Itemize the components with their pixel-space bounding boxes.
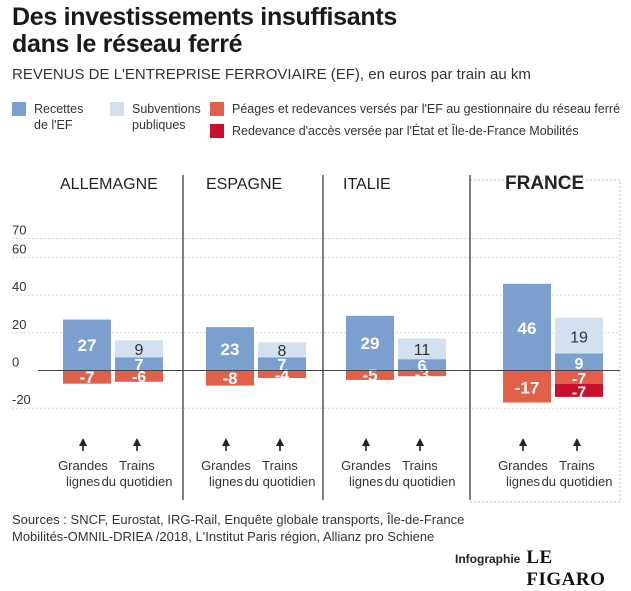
y-tick-label: 40 bbox=[12, 279, 26, 294]
bar-italie-1-recettes-de-l-ef bbox=[398, 359, 446, 371]
category-label: Trains bbox=[119, 458, 155, 473]
bar-allemagne-1-peages-et-redevanc bbox=[115, 370, 163, 382]
bar-italie-0-recettes-de-l-ef bbox=[346, 315, 394, 371]
arrow-icon bbox=[519, 438, 527, 446]
legend-label-subventions: Subventions publiques bbox=[132, 102, 201, 132]
category-label: Grandes bbox=[58, 458, 108, 473]
y-tick-label: 20 bbox=[12, 317, 26, 332]
sources: Sources : SNCF, Eurostat, IRG-Rail, Enqu… bbox=[12, 511, 532, 545]
legend-item-peages: Péages et redevances versés par l'EF au … bbox=[210, 101, 620, 117]
data-label: -4 bbox=[275, 367, 289, 384]
legend-swatch-redevance bbox=[210, 124, 224, 138]
bar-italie-1-peages-et-redevanc bbox=[398, 370, 446, 377]
category-label: Grandes bbox=[341, 458, 391, 473]
bar-france-0-recettes-de-l-ef bbox=[503, 283, 551, 371]
category-label: lignes bbox=[66, 474, 100, 489]
data-label: 11 bbox=[414, 342, 431, 359]
source-line-1: Sources : SNCF, Eurostat, IRG-Rail, Enqu… bbox=[12, 512, 465, 527]
legend-item-subventions: Subventions publiques bbox=[110, 101, 201, 133]
y-tick-label: 70 bbox=[12, 223, 26, 238]
legend-item-recettes: Recettes de l'EF bbox=[12, 101, 83, 133]
category-label: du quotidien bbox=[542, 474, 613, 489]
category-label: lignes bbox=[349, 474, 383, 489]
arrow-icon bbox=[416, 438, 424, 446]
bar-espagne-0-recettes-de-l-ef bbox=[206, 327, 254, 371]
category-label: Grandes bbox=[201, 458, 251, 473]
data-label: -17 bbox=[515, 379, 540, 398]
le-figaro-logo: LE FIGARO bbox=[526, 547, 606, 590]
group-title-italie: ITALIE bbox=[343, 176, 391, 193]
bar-espagne-1-recettes-de-l-ef bbox=[258, 357, 306, 371]
brand: Infographie LE FIGARO bbox=[455, 547, 631, 591]
data-label: 19 bbox=[570, 330, 588, 347]
legend-swatch-subventions bbox=[110, 102, 124, 116]
title-line-2: dans le réseau ferré bbox=[12, 30, 243, 58]
legend-item-redevance: Redevance d'accès versée par l'État et Î… bbox=[210, 123, 579, 139]
data-label: -5 bbox=[362, 366, 377, 385]
title-line-1: Des investissements insuffisants bbox=[12, 3, 397, 31]
data-label: 6 bbox=[418, 358, 427, 375]
y-tick-label: -20 bbox=[12, 392, 31, 407]
bar-allemagne-0-recettes-de-l-ef bbox=[63, 319, 111, 371]
arrow-icon bbox=[362, 438, 370, 446]
bar-italie-1-subventions-publiq bbox=[398, 338, 446, 360]
data-label: 7 bbox=[135, 357, 144, 374]
legend-swatch-recettes bbox=[12, 102, 26, 116]
brand-word: Infographie bbox=[455, 552, 521, 566]
bar-france-1-subventions-publiq bbox=[555, 317, 603, 354]
bar-allemagne-0-peages-et-redevanc bbox=[63, 370, 111, 384]
source-line-2: Mobilités-OMNIL-DRIEA /2018, L'Institut … bbox=[12, 529, 435, 544]
data-label: 27 bbox=[78, 336, 97, 355]
data-label: 9 bbox=[575, 356, 584, 373]
arrow-icon bbox=[133, 438, 141, 446]
bar-espagne-1-peages-et-redevanc bbox=[258, 370, 306, 379]
chart-subtitle: REVENUS DE L'ENTREPRISE FERROVIAIRE (EF)… bbox=[12, 66, 531, 83]
category-label: Trains bbox=[402, 458, 438, 473]
data-label: -7 bbox=[572, 384, 586, 401]
category-label: lignes bbox=[209, 474, 243, 489]
category-label: lignes bbox=[506, 474, 540, 489]
category-label: Grandes bbox=[498, 458, 548, 473]
group-title-france: FRANCE bbox=[505, 173, 584, 194]
bar-chart: 70 60 40 20 0 -20 ALLEMAGNE ESPAGNE ITALIE FRANCE… bbox=[12, 173, 621, 503]
data-label: 29 bbox=[361, 334, 380, 353]
data-label: -3 bbox=[415, 366, 429, 383]
arrow-icon bbox=[222, 438, 230, 446]
group-title-espagne: ESPAGNE bbox=[206, 176, 282, 193]
category-label: Trains bbox=[559, 458, 595, 473]
category-label: du quotidien bbox=[245, 474, 316, 489]
arrow-icon bbox=[573, 438, 581, 446]
bar-allemagne-1-subventions-publiq bbox=[115, 340, 163, 358]
group-title-allemagne: ALLEMAGNE bbox=[60, 176, 158, 193]
data-label: 8 bbox=[278, 343, 287, 360]
data-label: 9 bbox=[135, 342, 144, 359]
bar-espagne-1-subventions-publiq bbox=[258, 342, 306, 358]
arrow-icon bbox=[79, 438, 87, 446]
y-tick-label: 0 bbox=[12, 355, 19, 370]
data-label: 46 bbox=[518, 319, 537, 338]
category-label: Trains bbox=[262, 458, 298, 473]
bar-espagne-0-peages-et-redevanc bbox=[206, 370, 254, 386]
category-label: du quotidien bbox=[102, 474, 173, 489]
arrow-icon bbox=[276, 438, 284, 446]
bar-france-1-peages-et-redevanc bbox=[555, 370, 603, 384]
chart-title: Des investissements insuffisants dans le… bbox=[12, 4, 622, 58]
data-label: 7 bbox=[278, 357, 287, 374]
legend-label-peages: Péages et redevances versés par l'EF au … bbox=[232, 102, 621, 116]
bar-italie-0-peages-et-redevanc bbox=[346, 370, 394, 380]
data-label: -7 bbox=[79, 368, 94, 387]
legend-swatch-peages bbox=[210, 102, 224, 116]
category-label: du quotidien bbox=[385, 474, 456, 489]
legend-label-redevance: Redevance d'accès versée par l'État et Î… bbox=[232, 124, 579, 138]
bar-france-1-recettes-de-l-ef bbox=[555, 353, 603, 371]
data-label: -8 bbox=[222, 369, 237, 388]
y-tick-label: 60 bbox=[12, 241, 26, 256]
bar-france-0-peages-et-redevanc bbox=[503, 370, 551, 403]
data-label: -6 bbox=[132, 369, 146, 386]
bar-france-1-redevance-d-acces- bbox=[555, 383, 603, 397]
legend-label-recettes: Recettes de l'EF bbox=[34, 102, 84, 132]
data-label: 23 bbox=[221, 340, 240, 359]
bar-allemagne-1-recettes-de-l-ef bbox=[115, 357, 163, 371]
